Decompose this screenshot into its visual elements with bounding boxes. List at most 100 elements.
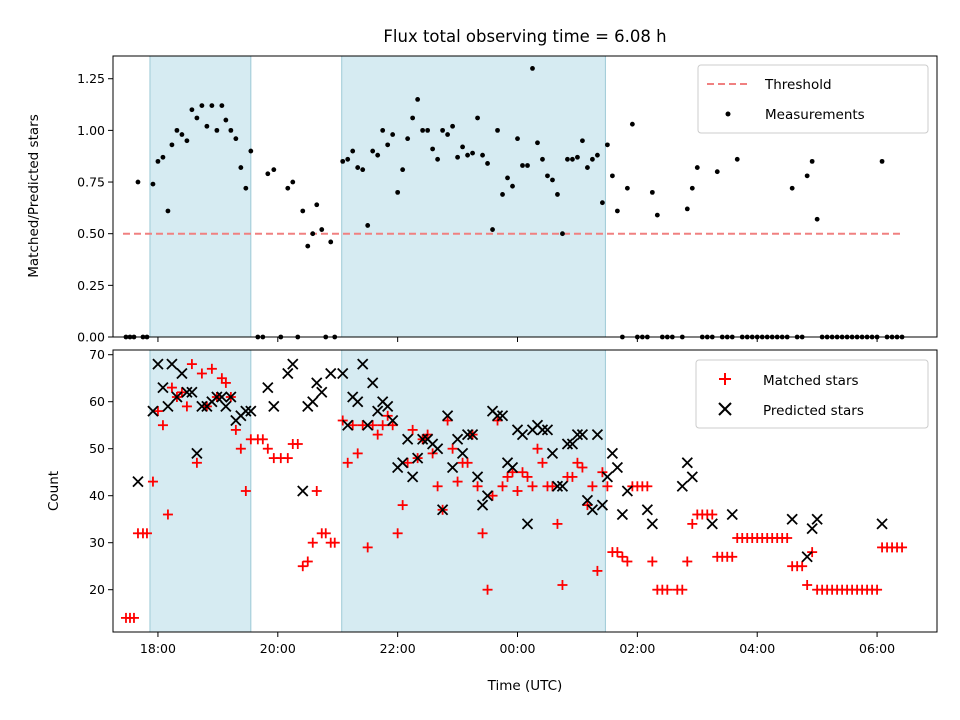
bottom-axes-frame	[112, 349, 938, 633]
measurement-point	[804, 173, 810, 179]
predicted-star-point	[342, 419, 354, 431]
measurement-point	[370, 148, 376, 154]
top-shaded-intervals	[149, 55, 606, 338]
matched-star-point	[186, 359, 197, 370]
measurement-point	[400, 167, 406, 173]
measurement-point	[355, 165, 361, 170]
bottom-y-tick-label: 50	[89, 441, 105, 456]
top-y-tick-label: 1.25	[77, 71, 105, 86]
measurement-point	[345, 156, 351, 162]
measurement-point	[350, 148, 356, 154]
predicted-star-point	[556, 480, 569, 492]
measurement-point	[430, 146, 436, 152]
matched-star-point	[897, 542, 908, 553]
top-legend: Threshold Measurements	[697, 64, 929, 134]
matched-star-point	[482, 584, 493, 595]
matched-star-point	[872, 584, 883, 595]
measurement-point	[440, 127, 445, 133]
matched-star-point	[687, 518, 698, 529]
measurement-point	[248, 148, 254, 154]
measurement-point	[480, 152, 485, 158]
measurement-point	[380, 127, 386, 133]
matched-star-point	[572, 457, 583, 468]
x-tick-label: 18:00	[140, 641, 176, 656]
measurement-point	[879, 158, 885, 164]
predicted-star-point	[811, 513, 823, 525]
measurement-point	[500, 192, 505, 197]
measurement-point	[305, 243, 311, 249]
bottom-y-tick-label: 60	[89, 394, 105, 409]
matched-star-point	[392, 528, 403, 539]
measurement-point	[545, 173, 550, 179]
measurement-point	[233, 136, 239, 142]
bottom-panel: 20 30 40 50 60 70 18:00 20:00 22:00 00:00 02:00 04…	[46, 347, 938, 694]
matched-star-point	[240, 486, 251, 496]
measurement-point	[580, 138, 585, 144]
measurement-point	[465, 152, 470, 158]
matched-star-point	[487, 490, 498, 501]
measurement-point	[684, 206, 690, 212]
predicted-star-point	[362, 419, 374, 431]
predicted-star-point	[446, 461, 459, 474]
top-y-tick-label: 0.25	[77, 278, 105, 293]
predicted-star-point	[311, 377, 323, 389]
measurement-point	[694, 165, 700, 170]
measurement-point	[194, 115, 200, 121]
matched-star-point	[522, 471, 533, 482]
matched-star-point	[342, 457, 353, 468]
predicted-star-point	[596, 499, 609, 511]
matched-star-point	[647, 556, 658, 567]
shaded-interval	[341, 55, 606, 338]
x-tick-label: 22:00	[380, 641, 416, 656]
predicted-star-point	[166, 358, 178, 370]
top-y-tick-label: 1.00	[77, 123, 105, 138]
matched-star-point	[802, 580, 813, 590]
legend-threshold-label: Threshold	[764, 77, 832, 93]
predicted-star-point	[581, 494, 594, 507]
measurement-point	[165, 208, 171, 214]
legend-measurements-swatch	[725, 111, 731, 117]
predicted-star-point	[676, 480, 688, 492]
matched-star-point	[782, 533, 793, 543]
predicted-star-point	[441, 410, 454, 422]
measurement-point	[300, 208, 306, 214]
predicted-star-point	[171, 391, 183, 403]
predicted-star-point	[646, 518, 658, 530]
measurement-point	[510, 183, 515, 189]
measurement-point	[420, 127, 426, 133]
measurement-point	[174, 127, 180, 133]
predicted-star-point	[491, 410, 504, 422]
measurement-point	[150, 181, 156, 187]
matched-star-point	[141, 528, 152, 539]
predicted-star-point	[282, 367, 294, 380]
matched-star-point	[262, 443, 273, 454]
matched-star-point	[512, 486, 523, 496]
measurement-point	[228, 127, 234, 133]
x-axis-label: Time (UTC)	[487, 678, 563, 694]
predicted-star-point	[367, 377, 379, 389]
measurement-point	[550, 177, 555, 183]
measurement-point	[585, 165, 590, 170]
predicted-star-point	[506, 461, 519, 474]
matched-star-point	[307, 537, 318, 548]
measurement-point	[155, 158, 161, 164]
measurement-point	[460, 144, 465, 150]
measurement-point	[410, 115, 416, 121]
predicted-star-point	[806, 522, 818, 535]
measurement-point	[395, 189, 401, 195]
predicted-star-point	[586, 504, 599, 516]
matched-star-point	[292, 439, 303, 449]
predicted-star-point	[621, 485, 634, 497]
measurement-point	[485, 161, 490, 166]
measurement-point	[689, 185, 695, 191]
predicted-star-point	[411, 452, 424, 464]
predicted-star-point	[225, 391, 237, 403]
matched-star-point	[587, 481, 598, 492]
measurement-point	[135, 179, 141, 185]
predicted-star-point	[436, 504, 449, 516]
predicted-star-point	[387, 414, 399, 427]
measurement-point	[515, 136, 520, 142]
matched-star-point	[147, 476, 158, 487]
x-tick-label: 20:00	[260, 641, 296, 656]
bottom-y-tick-label: 40	[89, 488, 105, 503]
